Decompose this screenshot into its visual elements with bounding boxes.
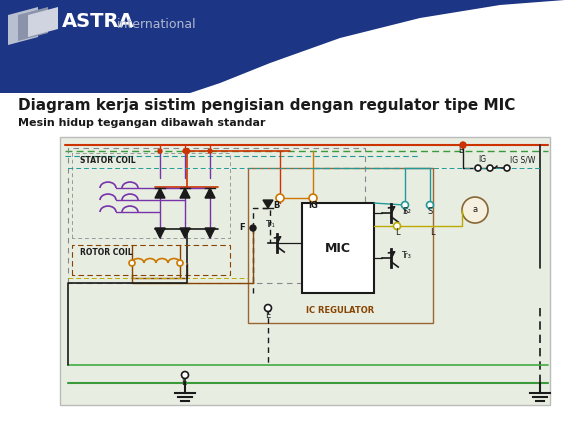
Circle shape: [460, 142, 466, 148]
Circle shape: [250, 225, 256, 231]
Text: E: E: [266, 311, 271, 320]
Circle shape: [129, 260, 135, 266]
Text: a: a: [472, 205, 477, 214]
Circle shape: [183, 149, 187, 153]
Text: Diagram kerja sistim pengisian dengan regulator tipe MIC: Diagram kerja sistim pengisian dengan re…: [18, 98, 515, 113]
Text: F: F: [239, 223, 245, 232]
Text: B: B: [458, 146, 463, 155]
Circle shape: [427, 201, 433, 209]
Circle shape: [181, 371, 189, 379]
Polygon shape: [180, 188, 190, 198]
Polygon shape: [155, 188, 165, 198]
Polygon shape: [190, 0, 565, 93]
Text: Tr₃: Tr₃: [402, 251, 412, 260]
Circle shape: [185, 148, 189, 154]
Polygon shape: [205, 188, 215, 198]
Text: Mesin hidup tegangan dibawah standar: Mesin hidup tegangan dibawah standar: [18, 118, 266, 128]
Circle shape: [462, 197, 488, 223]
Circle shape: [264, 305, 272, 311]
Text: B: B: [273, 201, 279, 210]
Text: Tr₁: Tr₁: [266, 220, 276, 229]
Polygon shape: [18, 7, 48, 41]
Polygon shape: [205, 228, 215, 238]
Polygon shape: [28, 7, 58, 37]
FancyBboxPatch shape: [302, 203, 374, 293]
Text: STATOR COIL: STATOR COIL: [80, 156, 136, 165]
Text: L: L: [395, 228, 399, 237]
Circle shape: [208, 149, 212, 153]
Text: Tr₂: Tr₂: [402, 206, 412, 215]
Circle shape: [177, 260, 183, 266]
Polygon shape: [263, 200, 273, 208]
Text: MIC: MIC: [325, 242, 351, 255]
Text: ASTRA: ASTRA: [62, 12, 134, 31]
Circle shape: [309, 194, 317, 202]
Text: L: L: [430, 228, 434, 237]
Circle shape: [402, 201, 408, 209]
Polygon shape: [8, 7, 38, 45]
Circle shape: [475, 165, 481, 171]
Text: E: E: [181, 378, 186, 387]
Text: S: S: [402, 207, 407, 216]
Circle shape: [158, 149, 162, 153]
Text: IG: IG: [308, 201, 318, 210]
Text: IC REGULATOR: IC REGULATOR: [306, 306, 375, 315]
FancyBboxPatch shape: [60, 137, 550, 405]
Polygon shape: [155, 228, 165, 238]
Circle shape: [460, 143, 466, 148]
Circle shape: [504, 165, 510, 171]
Circle shape: [487, 165, 493, 171]
Circle shape: [393, 222, 401, 230]
Text: ROTOR COIL: ROTOR COIL: [80, 248, 133, 257]
Text: IG S/W: IG S/W: [510, 155, 536, 164]
Text: S: S: [427, 207, 433, 216]
Text: IG: IG: [478, 155, 486, 164]
Text: international: international: [117, 18, 197, 31]
Polygon shape: [180, 228, 190, 238]
Circle shape: [276, 194, 284, 202]
